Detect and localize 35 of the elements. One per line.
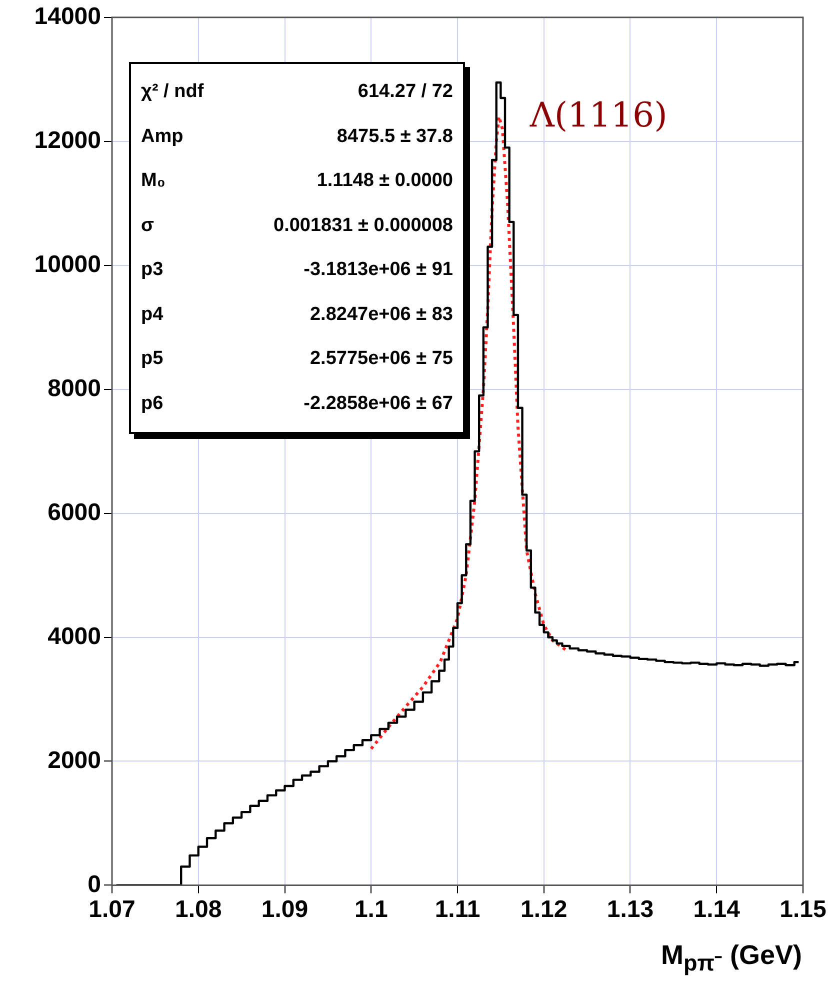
x-tick-label: 1.08 [175,896,222,924]
annotation: 0.001831 ± 0.000008 [274,214,453,237]
annotation: p3 [141,259,164,282]
annotation: 614.27 / 72 [358,81,453,104]
y-tick-label: 0 [88,870,101,898]
annotation: -3.1813e+06 ± 91 [304,259,453,282]
annotation: p4 [141,304,164,326]
annotation: χ² / ndf [141,81,204,104]
x-axis-title: M$_{pπ⁻}$ (GeV) [661,940,802,978]
y-tick-label: 12000 [34,126,101,154]
x-tick-label: 1.14 [693,896,741,924]
annotation: Amp [141,126,184,148]
x-tick-label: 1.12 [520,896,568,924]
x-tick-label: 1.1 [354,896,388,924]
y-tick-label: 2000 [48,746,101,774]
x-tick-label: 1.09 [261,896,308,924]
x-tick-label: 1.11 [434,896,480,924]
y-tick-label: 10000 [34,250,101,278]
x-tick-label: 1.15 [780,896,826,924]
y-tick-label: 8000 [48,374,101,402]
y-tick-label: 14000 [34,3,101,30]
x-tick-label: 1.07 [88,896,136,924]
annotation: 2.5775e+06 ± 75 [310,348,453,370]
annotation: 1.1148 ± 0.0000 [316,170,453,192]
annotation: σ [141,214,154,237]
y-tick-label: 4000 [48,622,101,650]
annotation: -2.2858e+06 ± 67 [304,392,453,415]
annotation: Λ(1116) [528,95,668,136]
annotation: 8475.5 ± 37.8 [336,126,453,148]
annotation: p5 [141,348,164,370]
x-tick-label: 1.13 [606,896,654,924]
annotation: M₀ [141,170,166,192]
y-tick-label: 6000 [48,498,101,526]
annotation: 2.8247e+06 ± 83 [310,304,453,326]
annotation: p6 [141,392,164,415]
